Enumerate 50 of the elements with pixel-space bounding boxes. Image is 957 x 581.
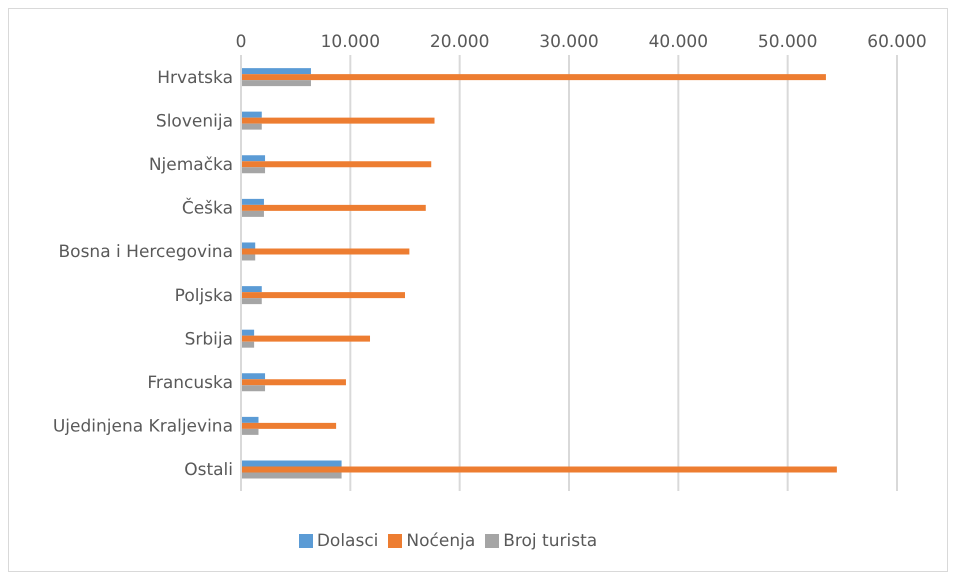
bar [241, 416, 258, 423]
y-tick-label: Slovenija [156, 111, 233, 132]
bar [241, 254, 256, 260]
y-tick-label: Ujedinjena Kraljevina [52, 416, 233, 437]
x-tick-label: 10.000 [320, 32, 380, 52]
bar [241, 422, 336, 429]
legend-label: Dolasci [316, 531, 378, 551]
bar [241, 204, 426, 211]
x-tick-label: 50.000 [758, 32, 818, 52]
bar [241, 167, 266, 174]
bar [241, 385, 266, 392]
bar [241, 336, 370, 342]
bar [241, 330, 254, 336]
bar [241, 286, 262, 292]
y-tick-label: Bosna i Hercegovina [58, 242, 233, 262]
bar [241, 428, 258, 435]
bar [241, 466, 837, 472]
legend-label: Noćenja [406, 531, 476, 551]
y-tick-label: Hrvatska [157, 68, 233, 88]
y-tick-label: Poljska [174, 286, 233, 306]
x-tick-label: 0 [236, 32, 246, 52]
bar [241, 118, 435, 124]
bar [241, 248, 410, 254]
bar [241, 155, 266, 162]
bar [241, 74, 826, 80]
bar [241, 298, 262, 304]
bar [241, 373, 266, 380]
x-tick-label: 30.000 [539, 32, 599, 52]
bar [241, 210, 264, 217]
y-tick-label: Francuska [147, 373, 233, 394]
x-tick-label: 40.000 [648, 32, 708, 52]
legend-label: Broj turista [503, 531, 598, 551]
bar [241, 472, 342, 478]
y-tick-label: Njemačka [148, 155, 233, 176]
bar [241, 112, 262, 118]
bar [241, 198, 264, 205]
bar [241, 124, 262, 130]
x-tick-label: 20.000 [430, 32, 490, 52]
bar [241, 342, 254, 348]
x-tick-label: 60.000 [867, 32, 927, 52]
bar [241, 292, 405, 298]
bar [241, 68, 311, 74]
bar [241, 80, 311, 86]
bar [241, 242, 256, 248]
y-tick-label: Ostali [184, 460, 233, 480]
bar [241, 379, 346, 386]
bar [241, 460, 342, 466]
bar [241, 161, 432, 168]
y-tick-label: Srbija [184, 329, 233, 350]
y-tick-label: Češka [182, 198, 233, 219]
